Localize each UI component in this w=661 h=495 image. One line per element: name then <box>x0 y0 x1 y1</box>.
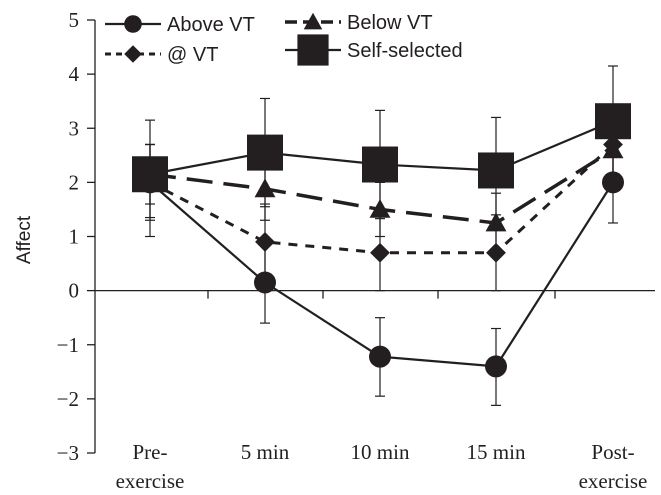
data-point <box>362 146 398 183</box>
y-tick-label: 3 <box>69 116 80 140</box>
data-point <box>370 242 390 263</box>
data-point <box>369 345 391 368</box>
legend-label: Self-selected <box>347 40 463 62</box>
legend-marker <box>297 34 329 66</box>
data-point <box>478 152 514 189</box>
legend-item: @ VT <box>105 44 218 66</box>
y-tick-label: −1 <box>57 333 79 357</box>
data-point <box>603 134 623 155</box>
data-point <box>247 134 283 171</box>
x-tick-label: 5 min <box>241 440 290 464</box>
legend-item: Above VT <box>105 14 255 36</box>
legend-item: Below VT <box>285 12 433 34</box>
data-markers <box>132 103 631 378</box>
data-point <box>486 242 506 263</box>
data-point <box>254 178 276 198</box>
x-tick-label: Post-exercise <box>579 440 648 493</box>
legend-item: Self-selected <box>285 34 463 66</box>
y-axis-label: Affect <box>14 215 35 264</box>
legend-label: Above VT <box>167 14 255 36</box>
y-tick-label: 5 <box>69 8 80 32</box>
data-point <box>595 103 631 140</box>
x-tick-label: 15 min <box>467 440 526 464</box>
data-point <box>132 156 168 193</box>
data-point <box>485 355 507 378</box>
y-tick-label: −2 <box>57 387 79 411</box>
y-tick-label: 0 <box>69 279 80 303</box>
x-tick-label: 10 min <box>351 440 410 464</box>
data-point <box>485 212 507 232</box>
data-point <box>602 171 624 194</box>
legend-label: @ VT <box>167 44 218 66</box>
data-point <box>255 232 275 252</box>
x-tick-label: Pre-exercise <box>116 440 185 493</box>
legend: Above VT Below VT @ VT Self-selected <box>105 12 463 66</box>
y-tick-label: 1 <box>69 225 80 249</box>
y-tick-label: 4 <box>69 62 80 86</box>
axes: −3 −2 −1 0 1 2 3 4 5 Pre-exercise 5 min 10 min 15 mi… <box>57 8 655 493</box>
data-point <box>254 271 276 294</box>
legend-marker <box>124 45 142 63</box>
legend-marker <box>124 15 142 33</box>
data-point <box>369 198 391 218</box>
y-tick-label: −3 <box>57 441 79 465</box>
legend-marker <box>303 12 323 30</box>
y-tick-label: 2 <box>69 170 80 194</box>
legend-label: Below VT <box>347 12 433 34</box>
